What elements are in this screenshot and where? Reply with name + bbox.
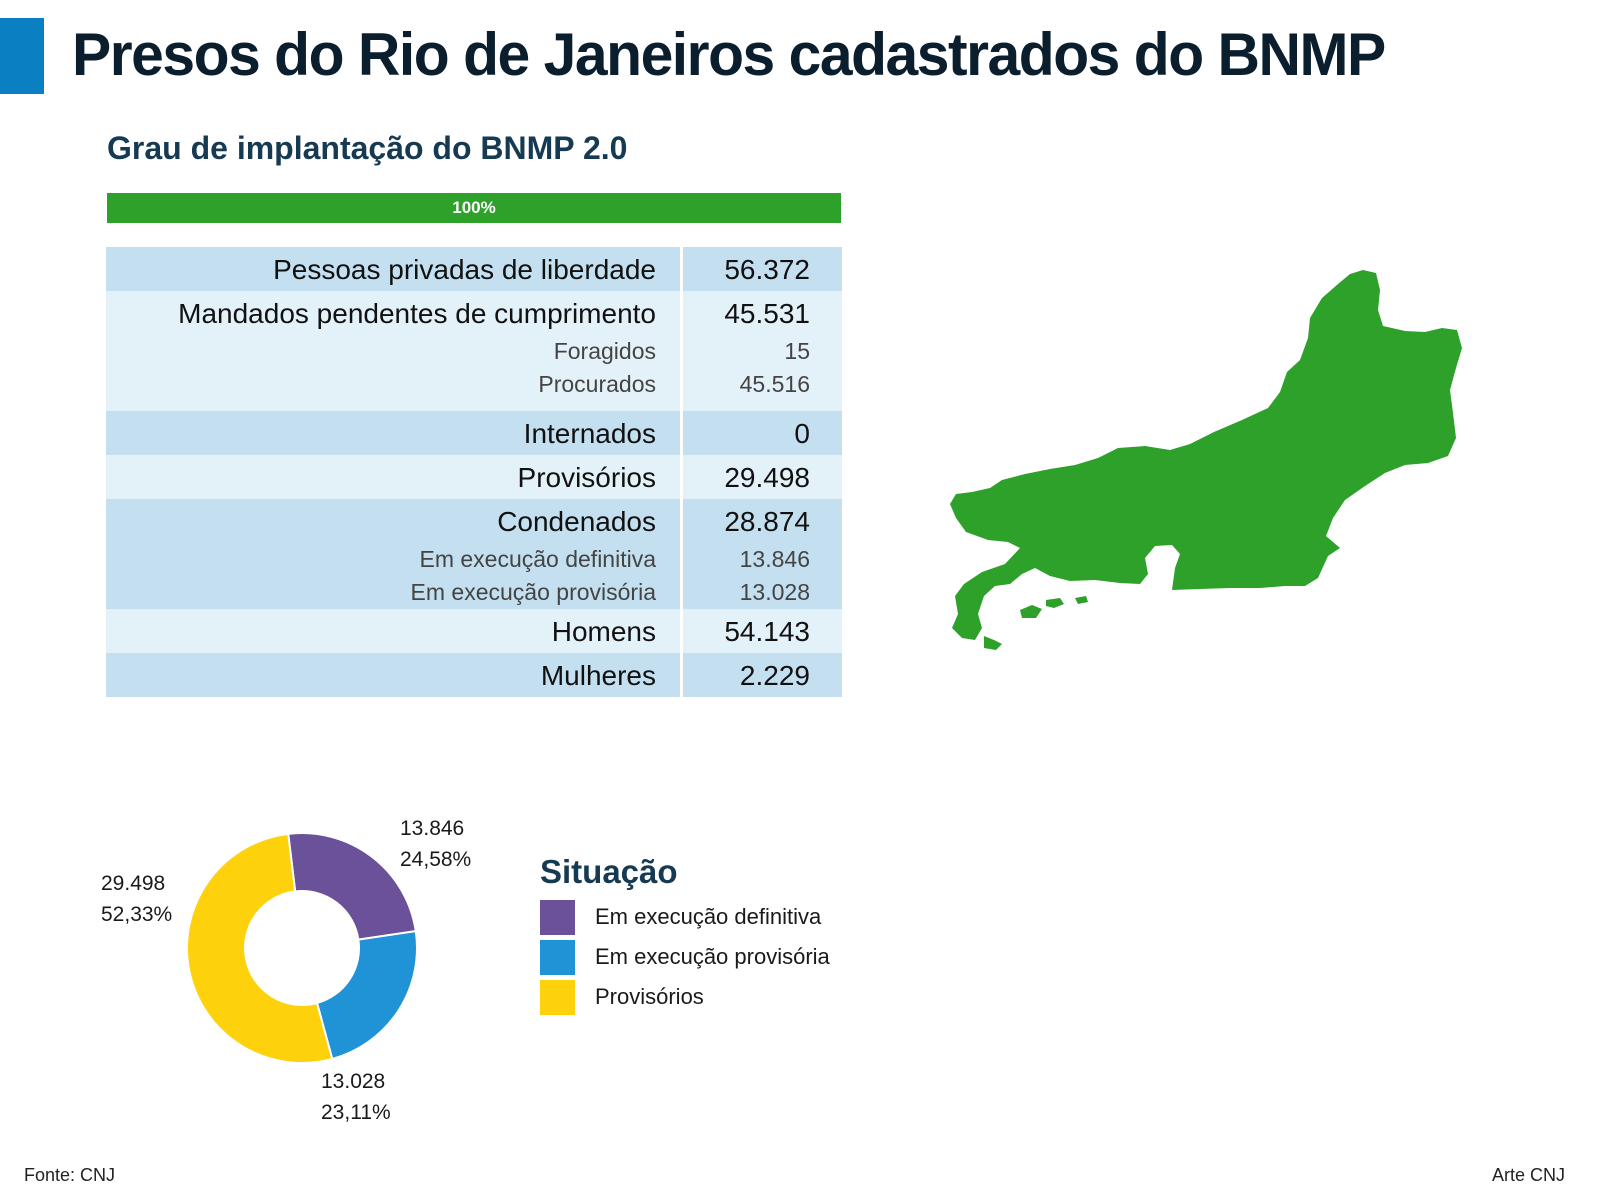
legend-label: Em execução definitiva	[595, 904, 822, 929]
segment-percent: 24,58%	[400, 848, 472, 871]
row-value: 56.372	[680, 247, 842, 291]
donut-segment-em-execucao-provisoria	[315, 929, 418, 1061]
legend-item: Em execução provisória	[540, 937, 830, 977]
row-value: 28.874	[680, 499, 842, 543]
table-row: Foragidos 15	[106, 335, 842, 368]
row-label: Pessoas privadas de liberdade	[106, 247, 680, 291]
table-row: Provisórios 29.498	[106, 455, 842, 499]
segment-percent: 52,33%	[101, 903, 173, 926]
row-label: Mandados pendentes de cumprimento	[106, 291, 680, 335]
chart-legend: Situação Em execução definitiva Em execu…	[540, 853, 830, 1017]
table-row: Em execução definitiva 13.846	[106, 543, 842, 576]
legend-item: Provisórios	[540, 977, 830, 1017]
row-label: Condenados	[106, 499, 680, 543]
row-label: Em execução definitiva	[106, 543, 680, 576]
table-row: Pessoas privadas de liberdade 56.372	[106, 247, 842, 291]
stats-table: Pessoas privadas de liberdade 56.372 Man…	[106, 247, 842, 697]
rio-de-janeiro-state-map-icon	[950, 270, 1462, 650]
row-value: 15	[680, 335, 842, 368]
table-row: Mandados pendentes de cumprimento 45.531	[106, 291, 842, 335]
row-value: 45.516	[680, 368, 842, 401]
row-spacer	[106, 401, 842, 411]
implementation-progress-bar: 100%	[107, 193, 841, 223]
legend-title: Situação	[540, 853, 678, 890]
donut-segment-em-execucao-definitiva	[287, 832, 417, 941]
legend-label: Em execução provisória	[595, 944, 830, 969]
table-row: Em execução provisória 13.028	[106, 576, 842, 609]
section-subtitle: Grau de implantação do BNMP 2.0	[107, 130, 628, 166]
row-value: 13.028	[680, 576, 842, 609]
row-label: Em execução provisória	[106, 576, 680, 609]
row-label: Procurados	[106, 368, 680, 401]
credit-footer: Arte CNJ	[1491, 1165, 1565, 1185]
page-title: Presos do Rio de Janeiros cadastrados do…	[72, 21, 1386, 88]
legend-swatch	[540, 979, 575, 1015]
row-label: Homens	[106, 609, 680, 653]
legend-swatch	[540, 939, 575, 975]
segment-value: 29.498	[101, 872, 166, 895]
table-row: Internados 0	[106, 411, 842, 455]
legend-label: Provisórios	[595, 984, 704, 1009]
source-footer: Fonte: CNJ	[24, 1165, 116, 1185]
segment-label-em-execucao-definitiva: 13.846 24,58%	[400, 813, 471, 875]
row-value: 13.846	[680, 543, 842, 576]
row-value: 0	[680, 411, 842, 455]
progress-label: 100%	[452, 198, 496, 217]
segment-percent: 23,11%	[321, 1101, 391, 1124]
legend-swatch	[540, 899, 575, 935]
title-accent-bar	[0, 18, 44, 94]
row-value: 54.143	[680, 609, 842, 653]
segment-label-em-execucao-provisoria: 13.028 23,11%	[321, 1066, 391, 1128]
row-value: 45.531	[680, 291, 842, 335]
table-row: Mulheres 2.229	[106, 653, 842, 697]
row-value: 2.229	[680, 653, 842, 697]
table-row: Homens 54.143	[106, 609, 842, 653]
segment-value: 13.846	[400, 817, 465, 840]
legend-item: Em execução definitiva	[540, 897, 830, 937]
segment-value: 13.028	[321, 1070, 386, 1093]
row-label: Mulheres	[106, 653, 680, 697]
donut-segment-provisorios	[186, 832, 334, 1064]
segment-label-provisorios: 29.498 52,33%	[101, 868, 172, 930]
row-label: Provisórios	[106, 455, 680, 499]
row-value: 29.498	[680, 455, 842, 499]
table-row: Condenados 28.874	[106, 499, 842, 543]
row-label: Internados	[106, 411, 680, 455]
table-row: Procurados 45.516	[106, 368, 842, 401]
progress-fill: 100%	[107, 193, 841, 223]
row-label: Foragidos	[106, 335, 680, 368]
